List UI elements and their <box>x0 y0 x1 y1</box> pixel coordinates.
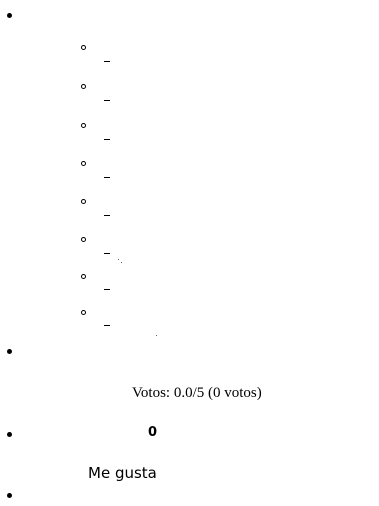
like-count: 0 <box>148 425 158 440</box>
star-1-link[interactable] <box>104 61 110 62</box>
list-bullet <box>81 161 86 166</box>
list-bullet <box>7 493 12 498</box>
votes-summary: Votos: 0.0/5 (0 votos) <box>132 385 262 401</box>
list-bullet <box>81 274 86 279</box>
list-bullet <box>7 13 12 18</box>
list-bullet <box>81 45 86 50</box>
list-bullet <box>81 84 86 89</box>
star-7-link[interactable] <box>104 289 110 290</box>
scan-speck <box>156 335 157 336</box>
scan-speck <box>121 262 122 263</box>
list-bullet <box>81 310 86 315</box>
scan-speck <box>118 259 119 260</box>
list-bullet <box>81 199 86 204</box>
star-2-link[interactable] <box>104 100 110 101</box>
list-bullet <box>7 349 12 354</box>
star-5-link[interactable] <box>104 215 110 216</box>
list-bullet <box>81 237 86 242</box>
star-6-link[interactable] <box>104 253 110 254</box>
like-button[interactable]: Me gusta <box>88 464 157 482</box>
star-8-link[interactable] <box>104 325 110 326</box>
star-4-link[interactable] <box>104 177 110 178</box>
list-bullet <box>81 123 86 128</box>
list-bullet <box>7 432 12 437</box>
star-3-link[interactable] <box>104 139 110 140</box>
